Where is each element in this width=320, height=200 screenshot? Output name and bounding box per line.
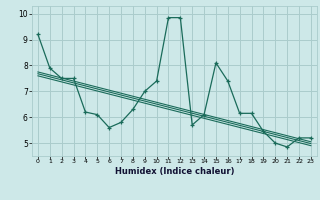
X-axis label: Humidex (Indice chaleur): Humidex (Indice chaleur) bbox=[115, 167, 234, 176]
